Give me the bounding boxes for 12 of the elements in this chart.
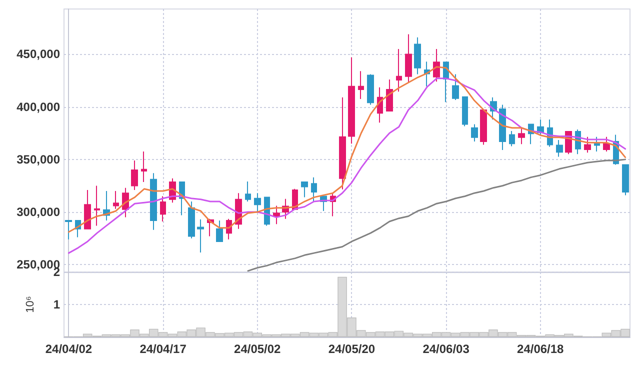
y-tick-label: 350,000	[16, 152, 60, 166]
x-tick-label: 24/06/18	[517, 342, 564, 356]
x-tick-label: 24/06/03	[422, 342, 470, 356]
x-tick-label: 24/05/20	[328, 342, 376, 356]
x-tick-label: 24/04/17	[140, 342, 187, 356]
y-axis-title: 10⁶	[24, 296, 36, 313]
y-tick-label: 1	[53, 298, 60, 312]
x-tick-label: 24/05/02	[234, 342, 282, 356]
y-tick-label: 450,000	[16, 47, 60, 62]
y-tick-label: 300,000	[16, 205, 60, 220]
y-tick-label: 400,000	[16, 100, 60, 114]
x-tick-label: 24/04/02	[45, 342, 92, 356]
